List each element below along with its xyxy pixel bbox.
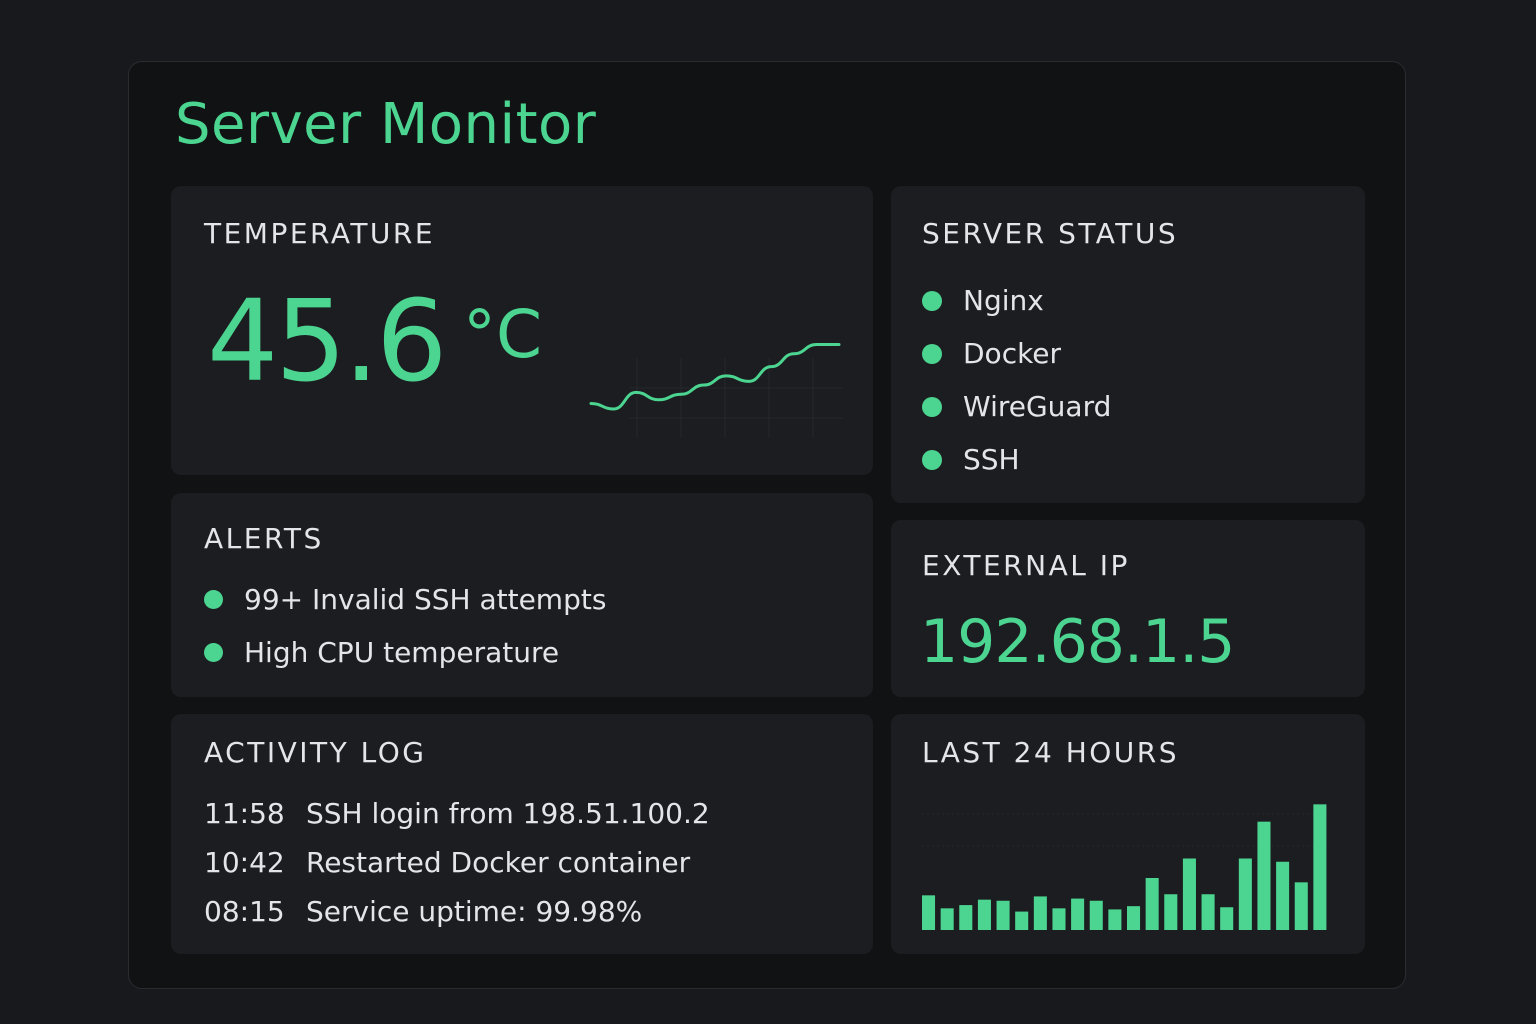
temperature-card: TEMPERATURE 45.6 °C — [171, 186, 873, 475]
alert-dot-icon — [204, 643, 223, 662]
log-entry: 08:15 Service uptime: 99.98% — [204, 887, 710, 936]
log-entry: 10:42 Restarted Docker container — [204, 838, 710, 887]
hour-bar — [1108, 909, 1122, 930]
alerts-list: 99+ Invalid SSH attempts High CPU temper… — [204, 573, 606, 679]
status-dot-icon — [922, 290, 942, 311]
hour-bar — [977, 899, 991, 930]
hour-bar — [996, 900, 1010, 930]
log-message: Service uptime: 99.98% — [306, 895, 643, 928]
server-status-heading: SERVER STATUS — [922, 217, 1179, 250]
log-time: 11:58 — [204, 797, 285, 830]
service-name: Docker — [963, 337, 1062, 370]
log-message: SSH login from 198.51.100.2 — [306, 797, 710, 830]
hour-bar — [1220, 907, 1234, 930]
page-title: Server Monitor — [175, 92, 597, 157]
status-dot-icon — [922, 449, 942, 470]
temperature-heading: TEMPERATURE — [204, 217, 436, 250]
status-dot-icon — [922, 396, 942, 417]
log-time: 08:15 — [204, 895, 285, 928]
service-item-nginx: Nginx — [922, 274, 1111, 327]
hour-bar — [940, 908, 954, 930]
hour-bar — [1276, 861, 1290, 930]
hour-bar — [1015, 911, 1029, 930]
alert-text: High CPU temperature — [244, 636, 560, 669]
hour-bar — [1238, 858, 1252, 930]
server-status-card: SERVER STATUS Nginx Docker WireGuard SSH — [891, 186, 1365, 503]
hour-bar — [1294, 882, 1308, 930]
service-name: Nginx — [963, 284, 1044, 317]
hour-bar — [1257, 821, 1271, 930]
alert-item: 99+ Invalid SSH attempts — [204, 573, 606, 626]
external-ip-heading: EXTERNAL IP — [922, 549, 1130, 582]
last-24-hours-card: LAST 24 HOURS — [891, 714, 1365, 954]
external-ip-value: 192.68.1.5 — [920, 607, 1235, 677]
hour-bar — [1182, 858, 1196, 930]
log-message: Restarted Docker container — [306, 846, 691, 879]
service-item-ssh: SSH — [922, 433, 1111, 486]
hour-bar — [1313, 804, 1327, 930]
service-name: SSH — [963, 443, 1020, 476]
alerts-heading: ALERTS — [204, 522, 324, 555]
last-24-hours-heading: LAST 24 HOURS — [922, 736, 1180, 769]
alerts-card: ALERTS 99+ Invalid SSH attempts High CPU… — [171, 493, 873, 697]
alert-item: High CPU temperature — [204, 626, 606, 679]
sparkline-line — [589, 343, 841, 411]
alert-text: 99+ Invalid SSH attempts — [244, 583, 607, 616]
monitor-panel: Server Monitor TEMPERATURE 45.6 °C SERVE… — [128, 61, 1406, 989]
hour-bar — [1052, 908, 1066, 930]
temperature-unit: °C — [463, 296, 543, 373]
log-time: 10:42 — [204, 846, 285, 879]
activity-log-card: ACTIVITY LOG 11:58 SSH login from 198.51… — [171, 714, 873, 954]
hour-bar — [1164, 894, 1178, 930]
temperature-value: 45.6 — [207, 277, 447, 407]
hour-bar — [1033, 896, 1047, 930]
service-item-docker: Docker — [922, 327, 1111, 380]
status-dot-icon — [922, 343, 942, 364]
activity-log-list: 11:58 SSH login from 198.51.100.2 10:42 … — [204, 789, 710, 936]
hour-bar — [959, 905, 973, 930]
service-name: WireGuard — [963, 390, 1112, 423]
last-24-hours-bar-chart — [922, 804, 1332, 930]
hour-bar — [1145, 878, 1159, 930]
log-entry: 11:58 SSH login from 198.51.100.2 — [204, 789, 710, 838]
service-item-wireguard: WireGuard — [922, 380, 1111, 433]
hour-bar — [1127, 906, 1141, 930]
activity-log-heading: ACTIVITY LOG — [204, 736, 427, 769]
hour-bar — [1071, 898, 1085, 930]
temperature-sparkline — [589, 343, 843, 438]
hour-bar — [922, 895, 936, 930]
hour-bar — [1089, 900, 1103, 930]
alert-dot-icon — [204, 590, 223, 609]
hour-bar — [1201, 894, 1215, 930]
service-list: Nginx Docker WireGuard SSH — [922, 274, 1111, 486]
external-ip-card: EXTERNAL IP 192.68.1.5 — [891, 520, 1365, 697]
